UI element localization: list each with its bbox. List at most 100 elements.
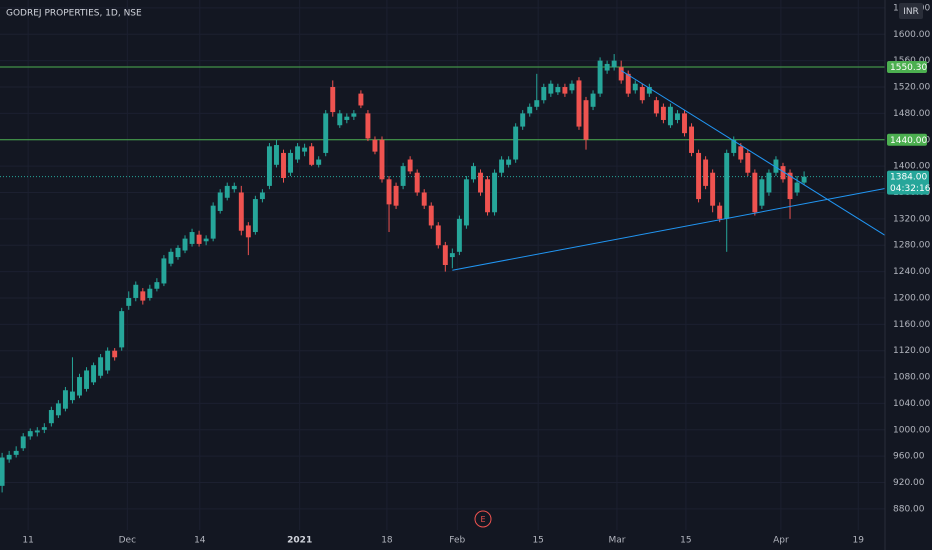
candle-body bbox=[231, 185, 237, 190]
candle-body bbox=[358, 93, 364, 106]
x-tick-label: 11 bbox=[22, 536, 33, 546]
candle-body bbox=[780, 166, 786, 180]
candle-body bbox=[759, 179, 765, 206]
candle-body bbox=[710, 172, 716, 206]
y-tick-label: 920.00 bbox=[893, 478, 925, 488]
candle-body bbox=[112, 350, 118, 358]
candle-body bbox=[548, 83, 554, 94]
candle-body bbox=[407, 159, 413, 172]
level-label: 1550.30 bbox=[890, 63, 927, 73]
candle-body bbox=[393, 185, 399, 206]
candle-body bbox=[731, 139, 737, 153]
candle-body bbox=[421, 192, 427, 206]
candle-body bbox=[696, 152, 702, 200]
event-marker-label[interactable]: E bbox=[480, 515, 485, 524]
candle-body bbox=[520, 113, 526, 127]
candle-body bbox=[98, 357, 104, 376]
candle-body bbox=[766, 172, 772, 193]
candle-body bbox=[288, 152, 294, 173]
candle-body bbox=[126, 297, 132, 306]
currency-button[interactable] bbox=[899, 3, 923, 19]
y-tick-label: 1320.00 bbox=[893, 214, 930, 224]
trendline bbox=[620, 70, 886, 236]
candle-body bbox=[175, 247, 181, 258]
candle-body bbox=[794, 182, 800, 193]
candle-body bbox=[77, 377, 82, 396]
candle-body bbox=[787, 172, 793, 200]
candle-body bbox=[217, 192, 223, 211]
candle-body bbox=[428, 205, 434, 226]
last-price-tag bbox=[887, 170, 929, 195]
candle-body bbox=[639, 87, 645, 101]
candle-body bbox=[245, 225, 251, 238]
x-tick-label: 14 bbox=[194, 536, 206, 546]
y-tick-label: 1120.00 bbox=[893, 346, 930, 356]
candle-body bbox=[717, 205, 723, 219]
candle-body bbox=[597, 60, 603, 94]
candle-body bbox=[62, 390, 68, 409]
event-marker[interactable] bbox=[474, 510, 492, 528]
candle-body bbox=[463, 179, 469, 226]
y-tick-label: 1240.00 bbox=[893, 267, 930, 277]
level-tag bbox=[887, 61, 927, 74]
candle-body bbox=[365, 113, 371, 139]
candle-body bbox=[583, 100, 589, 140]
x-tick-label: 2021 bbox=[287, 536, 312, 546]
candle-body bbox=[562, 87, 568, 94]
candle-body bbox=[534, 100, 540, 107]
candle-body bbox=[91, 365, 97, 383]
candle-body bbox=[478, 172, 483, 193]
candle-body bbox=[618, 67, 624, 81]
candle-body bbox=[168, 251, 174, 264]
candle-body bbox=[330, 87, 336, 113]
candle-body bbox=[337, 113, 343, 126]
candle-body bbox=[527, 106, 533, 114]
y-tick-label: 1000.00 bbox=[893, 425, 930, 435]
x-tick-label: Dec bbox=[119, 536, 136, 546]
candle-body bbox=[41, 427, 47, 430]
y-tick-label: 1480.00 bbox=[893, 109, 930, 119]
candle-body bbox=[499, 159, 505, 173]
candle-body bbox=[801, 176, 807, 183]
candle-body bbox=[632, 83, 638, 91]
candle-body bbox=[682, 113, 687, 134]
candle-body bbox=[238, 192, 244, 231]
last-price-label: 1384.00 bbox=[890, 173, 927, 183]
candle-body bbox=[182, 238, 188, 251]
candle-body bbox=[590, 93, 596, 107]
y-tick-label: 1400.00 bbox=[893, 162, 930, 172]
candle-body bbox=[738, 146, 744, 160]
candle-body bbox=[675, 113, 680, 120]
candle-body bbox=[69, 391, 75, 401]
candle-body bbox=[295, 146, 301, 160]
candle-body bbox=[55, 403, 61, 416]
x-tick-label: 19 bbox=[853, 536, 865, 546]
x-tick-label: 15 bbox=[680, 536, 691, 546]
candle-body bbox=[646, 87, 652, 94]
candle-body bbox=[302, 147, 308, 152]
y-tick-label: 880.00 bbox=[893, 504, 925, 514]
candle-body bbox=[703, 159, 709, 186]
candle-body bbox=[203, 238, 209, 242]
candle-body bbox=[442, 245, 448, 265]
y-tick-label: 1040.00 bbox=[893, 399, 930, 409]
candle-body bbox=[252, 199, 258, 233]
candle-body bbox=[485, 179, 490, 213]
candle-body bbox=[20, 436, 26, 449]
candle-body bbox=[653, 100, 659, 114]
candle-body bbox=[569, 83, 575, 91]
candle-body bbox=[259, 192, 265, 200]
currency-label[interactable]: INR bbox=[903, 7, 919, 17]
candle-body bbox=[660, 106, 666, 120]
candle-body bbox=[724, 152, 730, 219]
candle-body bbox=[281, 152, 286, 178]
candle-body bbox=[0, 457, 5, 486]
candle-body bbox=[773, 159, 779, 173]
candle-body bbox=[196, 234, 202, 244]
candle-body bbox=[140, 291, 146, 301]
y-tick-label: 1080.00 bbox=[893, 373, 930, 383]
candle-body bbox=[119, 311, 125, 348]
y-tick-label: 1520.00 bbox=[893, 83, 930, 93]
